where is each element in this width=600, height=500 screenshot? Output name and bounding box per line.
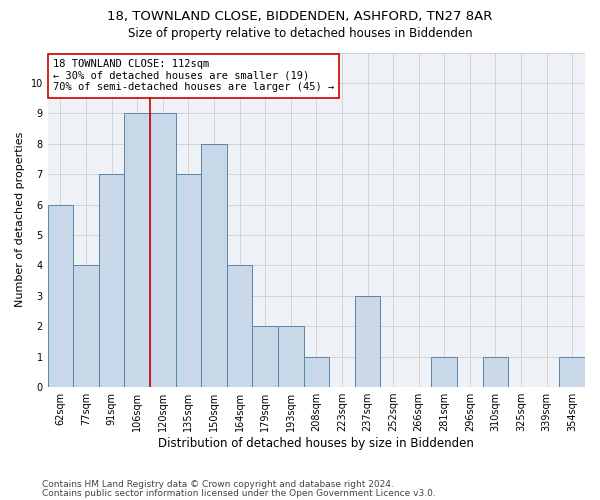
Bar — [431, 356, 457, 387]
Bar — [73, 266, 99, 387]
Text: Contains public sector information licensed under the Open Government Licence v3: Contains public sector information licen… — [42, 489, 436, 498]
Bar — [482, 356, 508, 387]
Bar — [176, 174, 201, 387]
Bar — [227, 266, 253, 387]
X-axis label: Distribution of detached houses by size in Biddenden: Distribution of detached houses by size … — [158, 437, 474, 450]
Bar — [355, 296, 380, 387]
Bar — [124, 114, 150, 387]
Text: Size of property relative to detached houses in Biddenden: Size of property relative to detached ho… — [128, 28, 472, 40]
Bar — [253, 326, 278, 387]
Bar — [278, 326, 304, 387]
Y-axis label: Number of detached properties: Number of detached properties — [15, 132, 25, 308]
Bar — [99, 174, 124, 387]
Text: 18, TOWNLAND CLOSE, BIDDENDEN, ASHFORD, TN27 8AR: 18, TOWNLAND CLOSE, BIDDENDEN, ASHFORD, … — [107, 10, 493, 23]
Text: 18 TOWNLAND CLOSE: 112sqm
← 30% of detached houses are smaller (19)
70% of semi-: 18 TOWNLAND CLOSE: 112sqm ← 30% of detac… — [53, 59, 334, 92]
Text: Contains HM Land Registry data © Crown copyright and database right 2024.: Contains HM Land Registry data © Crown c… — [42, 480, 394, 489]
Bar — [201, 144, 227, 387]
Bar — [559, 356, 585, 387]
Bar — [304, 356, 329, 387]
Bar — [150, 114, 176, 387]
Bar — [47, 204, 73, 387]
